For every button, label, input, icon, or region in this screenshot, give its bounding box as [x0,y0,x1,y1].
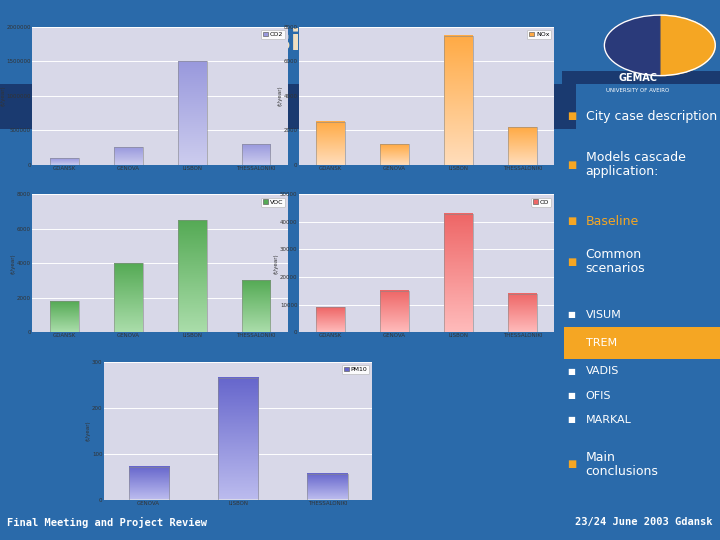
Y-axis label: (t/year): (t/year) [277,85,282,106]
Bar [178,62,207,165]
Wedge shape [604,15,660,76]
Text: ■: ■ [567,415,575,424]
Bar [114,147,143,165]
Text: Final Meeting and Project Review: Final Meeting and Project Review [7,517,207,528]
Text: ■: ■ [567,310,575,319]
Text: ■: ■ [567,460,576,469]
Text: Baseline: Baseline [585,215,639,228]
Text: GEMAC: GEMAC [618,73,657,83]
Y-axis label: (t/year): (t/year) [0,85,5,106]
Text: VISUM: VISUM [585,309,621,320]
Bar [444,214,473,332]
Text: City case description: City case description [585,110,716,123]
Text: ■: ■ [567,160,576,170]
Text: TREM emissions model: TREM emissions model [104,28,462,56]
FancyBboxPatch shape [560,327,720,359]
Legend: CO2: CO2 [261,30,285,39]
Text: UNIVERSITY OF AVEIRO: UNIVERSITY OF AVEIRO [606,88,670,93]
Text: OFIS: OFIS [585,390,611,401]
Bar [380,291,409,332]
Legend: NOx: NOx [527,30,552,39]
FancyBboxPatch shape [0,84,576,129]
Bar [380,144,409,165]
Legend: CO: CO [531,198,552,207]
Text: ■: ■ [567,367,575,376]
Text: Common
scenarios: Common scenarios [585,248,645,275]
Text: Models cascade
application:: Models cascade application: [585,151,685,178]
Bar [316,307,345,332]
Bar [444,36,473,165]
Bar [242,144,271,165]
Bar [114,263,143,332]
Bar [508,127,537,165]
Bar [178,220,207,332]
Legend: PM10: PM10 [342,365,369,374]
Text: ■: ■ [567,217,576,226]
Bar [508,294,537,332]
Bar [316,122,345,165]
Text: ...indicators: ...indicators [104,96,235,115]
Text: TREM: TREM [585,338,617,348]
Legend: VOC: VOC [261,198,285,207]
Bar [129,467,168,500]
Y-axis label: (t/year): (t/year) [274,253,279,274]
Y-axis label: (t/year): (t/year) [86,420,91,441]
Text: 23/24 June 2003 Gdansk: 23/24 June 2003 Gdansk [575,517,713,528]
Text: ■: ■ [567,111,576,121]
Text: MARKAL: MARKAL [585,415,631,425]
FancyBboxPatch shape [562,71,720,84]
Text: ■: ■ [567,257,576,267]
Text: VADIS: VADIS [585,366,619,376]
Text: ■: ■ [567,391,575,400]
Bar [242,280,271,332]
Y-axis label: (t/year): (t/year) [11,253,16,274]
Bar [307,474,348,500]
Text: ■: ■ [567,339,575,347]
Text: Main
conclusions: Main conclusions [585,451,659,478]
Bar [218,378,258,500]
Wedge shape [660,15,715,76]
Bar [50,301,78,332]
Bar [50,158,78,165]
